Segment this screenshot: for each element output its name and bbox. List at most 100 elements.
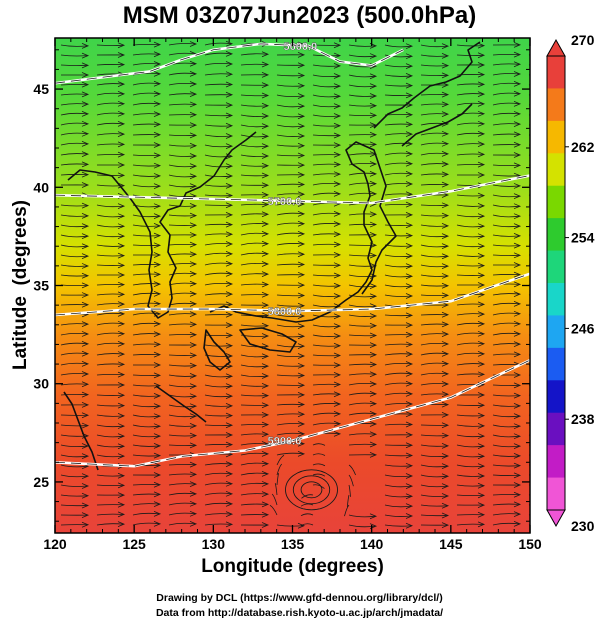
streamline-arrowhead xyxy=(117,61,126,68)
streamline-arrowhead xyxy=(513,90,522,97)
streamline xyxy=(276,423,304,426)
streamline-arrowhead xyxy=(189,373,198,379)
streamline xyxy=(492,414,520,418)
streamline-arrowhead xyxy=(189,153,198,159)
streamline xyxy=(168,502,196,506)
streamline xyxy=(60,474,88,478)
streamline xyxy=(528,44,530,46)
streamline-arrowhead xyxy=(405,273,414,280)
streamline-arrowhead xyxy=(225,393,234,399)
streamline xyxy=(168,483,196,486)
streamline-arrowhead xyxy=(477,463,486,469)
streamline xyxy=(384,372,412,376)
streamline xyxy=(492,63,520,66)
streamline xyxy=(348,104,376,107)
streamline xyxy=(96,143,124,146)
streamline xyxy=(132,113,160,116)
streamline xyxy=(384,524,412,527)
streamline xyxy=(132,444,160,447)
streamline-arrowhead xyxy=(189,271,198,277)
streamline-arrowhead xyxy=(333,142,342,148)
streamline-arrowhead xyxy=(81,492,90,499)
streamline xyxy=(348,412,376,416)
streamline-arrowhead xyxy=(513,453,522,459)
streamline xyxy=(456,194,484,197)
streamline xyxy=(132,154,160,156)
streamline-arrowhead xyxy=(513,403,522,409)
streamline xyxy=(348,392,376,396)
streamline-arrowhead xyxy=(333,323,342,330)
streamline-arrowhead xyxy=(333,362,342,369)
streamline xyxy=(168,103,196,106)
streamline xyxy=(132,82,160,86)
streamline xyxy=(420,504,448,507)
streamline xyxy=(420,393,448,396)
streamline xyxy=(276,454,285,466)
streamline xyxy=(420,474,448,478)
streamline xyxy=(312,393,340,396)
streamline xyxy=(204,73,232,76)
streamline-arrowhead xyxy=(189,183,198,190)
streamline xyxy=(456,74,484,76)
streamline-arrowhead xyxy=(333,113,342,119)
streamline xyxy=(276,334,304,338)
streamline-arrowhead xyxy=(81,182,90,188)
streamline-arrowhead xyxy=(333,52,342,59)
streamline xyxy=(492,394,520,397)
streamline xyxy=(132,224,160,227)
streamline-arrowhead xyxy=(513,521,522,527)
streamline-arrowhead xyxy=(477,402,486,409)
streamline-arrowhead xyxy=(333,293,342,299)
credit-line-2: Data from http://database.rish.kyoto-u.a… xyxy=(155,607,444,619)
streamline-arrowhead xyxy=(153,80,162,87)
streamline xyxy=(456,264,484,267)
streamline xyxy=(60,424,88,427)
streamline-arrowhead xyxy=(225,412,234,419)
streamline xyxy=(204,223,232,226)
streamline xyxy=(60,494,88,497)
streamline xyxy=(132,92,160,96)
streamline-arrowhead xyxy=(117,311,126,317)
streamline xyxy=(96,474,124,477)
streamline xyxy=(312,324,340,328)
streamline-arrowhead xyxy=(477,233,486,240)
streamline-arrowhead xyxy=(369,131,378,138)
streamline-arrowhead xyxy=(261,250,270,257)
colorbar-segment xyxy=(547,283,565,316)
streamline xyxy=(204,243,232,246)
streamline xyxy=(384,84,412,87)
streamline xyxy=(492,214,520,218)
streamline xyxy=(276,193,304,196)
streamline-arrowhead xyxy=(513,341,522,347)
streamline xyxy=(60,84,88,86)
streamline-arrowhead xyxy=(225,212,234,218)
streamline-arrowhead xyxy=(261,211,270,218)
streamline xyxy=(276,354,304,358)
streamline xyxy=(60,224,88,228)
streamline xyxy=(168,93,196,96)
streamline xyxy=(312,124,340,127)
streamline-arrowhead xyxy=(513,382,522,389)
streamline-arrowhead xyxy=(189,342,198,348)
streamline-arrowhead xyxy=(225,383,234,390)
streamline-arrowhead xyxy=(225,432,234,438)
streamline xyxy=(96,112,124,116)
streamline-arrowhead xyxy=(297,251,306,258)
streamline xyxy=(384,353,412,356)
streamline-arrowhead xyxy=(225,133,234,139)
streamline-arrowhead xyxy=(513,213,522,220)
streamline-arrowhead xyxy=(297,450,306,457)
streamline xyxy=(420,514,448,517)
streamline xyxy=(240,283,268,286)
streamline xyxy=(348,74,376,78)
streamline-arrowhead xyxy=(81,130,90,137)
streamline xyxy=(96,342,124,346)
streamline-arrowhead xyxy=(405,201,414,208)
streamline-arrowhead xyxy=(333,430,342,437)
streamline xyxy=(456,454,484,458)
streamline-arrowhead xyxy=(117,252,126,259)
streamline-arrowhead xyxy=(513,320,522,327)
streamline-arrowhead xyxy=(153,90,162,97)
streamline-arrowhead xyxy=(513,433,522,440)
colorbar-segment xyxy=(547,88,565,122)
